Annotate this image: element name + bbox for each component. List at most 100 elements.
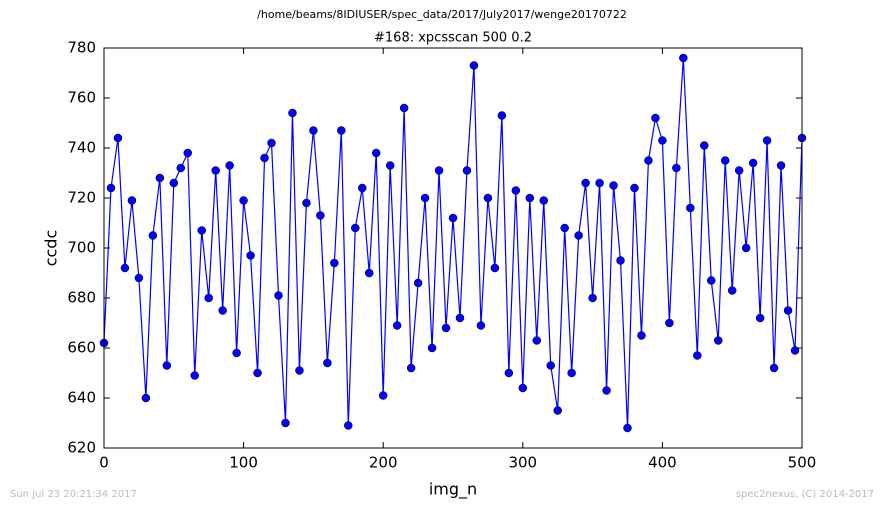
- point: [344, 421, 353, 430]
- point: [378, 391, 388, 400]
- point: [197, 226, 206, 235]
- point: [755, 313, 765, 323]
- point: [623, 423, 632, 433]
- point: [169, 178, 179, 188]
- point: [700, 141, 709, 150]
- point: [783, 306, 793, 315]
- point: [358, 183, 367, 193]
- point: [281, 418, 290, 428]
- point: [546, 361, 555, 370]
- footer-left: Sun Jul 23 20:21:34 2017: [10, 489, 137, 500]
- point: [497, 111, 507, 120]
- y-tick-label: 680: [67, 289, 96, 307]
- point: [476, 321, 486, 330]
- point: [679, 53, 688, 63]
- point: [323, 358, 332, 368]
- point: [769, 363, 779, 373]
- y-tick-label: 780: [67, 39, 96, 57]
- point: [595, 178, 604, 188]
- point: [427, 343, 437, 353]
- point: [295, 366, 304, 375]
- point: [246, 251, 255, 260]
- x-tick-label: 300: [508, 454, 537, 472]
- point: [511, 186, 521, 195]
- point: [630, 183, 639, 193]
- point: [120, 263, 130, 273]
- point: [316, 211, 325, 220]
- chart-title: #168: xpcsscan 500 0.2: [374, 31, 532, 46]
- point: [148, 231, 158, 240]
- point: [288, 108, 297, 118]
- point: [602, 386, 611, 395]
- point: [727, 286, 737, 295]
- point: [392, 321, 402, 330]
- point: [748, 158, 758, 168]
- point: [337, 126, 346, 135]
- point: [762, 136, 772, 145]
- y-tick-label: 620: [67, 439, 96, 457]
- point: [483, 193, 493, 203]
- point: [141, 393, 151, 403]
- point: [644, 156, 653, 165]
- plot-frame: [103, 47, 803, 449]
- point: [441, 323, 451, 333]
- point: [713, 336, 723, 345]
- point: [553, 406, 562, 415]
- y-tick-label: 760: [67, 89, 96, 107]
- suptitle: /home/beams/8IDIUSER/spec_data/2017/July…: [257, 8, 627, 21]
- point: [434, 166, 444, 175]
- x-tick-label: 100: [229, 454, 258, 472]
- point: [330, 258, 339, 268]
- x-tick-label: 0: [99, 454, 109, 472]
- point: [469, 61, 479, 70]
- point: [790, 346, 800, 355]
- point: [490, 263, 500, 273]
- point: [525, 193, 535, 203]
- point: [162, 361, 172, 370]
- point: [406, 363, 416, 373]
- point: [351, 223, 360, 233]
- point: [399, 103, 409, 113]
- point: [190, 371, 199, 380]
- point: [183, 148, 193, 158]
- point: [113, 133, 123, 143]
- point: [204, 293, 213, 303]
- x-tick-label: 200: [369, 454, 398, 472]
- point: [455, 313, 465, 323]
- point: [532, 336, 542, 345]
- point: [225, 161, 234, 170]
- point: [462, 166, 472, 175]
- y-tick-label: 700: [67, 239, 96, 257]
- point: [658, 136, 667, 145]
- line: [103, 57, 803, 429]
- point: [574, 231, 583, 240]
- point: [260, 153, 269, 163]
- point: [720, 156, 730, 165]
- point: [448, 213, 458, 223]
- point: [518, 383, 528, 393]
- point: [693, 351, 702, 360]
- point: [364, 268, 374, 278]
- point: [302, 198, 311, 208]
- y-tick-label: 640: [67, 389, 96, 407]
- y-tick-label: 720: [67, 189, 96, 207]
- point: [253, 368, 262, 378]
- point: [581, 178, 590, 188]
- point: [239, 196, 248, 205]
- point: [651, 113, 660, 123]
- x-tick-label: 400: [648, 454, 677, 472]
- point: [560, 223, 569, 233]
- y-axis-label: ccdc: [42, 230, 61, 267]
- point: [211, 166, 220, 175]
- point: [232, 348, 241, 358]
- point: [176, 163, 186, 173]
- point: [567, 368, 576, 378]
- point: [413, 278, 423, 288]
- point: [106, 183, 116, 193]
- point: [267, 138, 276, 148]
- point: [155, 173, 165, 183]
- point: [776, 161, 786, 170]
- point: [134, 273, 144, 283]
- point: [218, 306, 227, 315]
